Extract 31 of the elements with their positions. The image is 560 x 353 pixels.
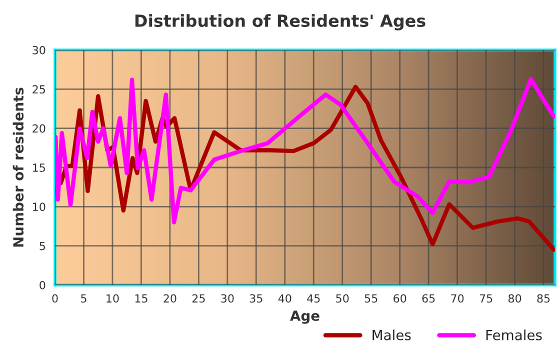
x-tick-label: 0 [52,294,58,303]
x-tick-label: 80 [508,294,522,303]
x-tick-label: 25 [192,294,205,303]
x-tick-label: 65 [422,294,435,303]
x-tick-label: 40 [278,294,292,303]
x-tick-label: 60 [394,294,406,303]
x-tick-label: 75 [480,294,492,303]
x-tick-label: 85 [537,294,550,303]
x-tick-label: 35 [250,294,262,303]
y-tick-label: 5 [40,242,45,250]
y-tick-label: 25 [32,85,45,94]
chart-title: Distribution of Residents' Ages [135,14,426,30]
x-tick-label: 10 [106,294,119,303]
x-tick-label: 20 [164,294,176,303]
x-tick-label: 55 [364,294,378,303]
x-tick-label: 30 [221,294,234,303]
y-tick-label: 10 [33,202,46,212]
y-tick-label: 0 [40,280,46,290]
y-tick-label: 20 [32,124,46,133]
x-tick-label: 45 [307,294,320,303]
x-tick-label: 70 [451,294,464,303]
legend-label: Males [372,330,411,340]
legend-label: Females [486,330,542,340]
x-tick-label: 50 [336,294,349,303]
x-axis-title: Age [290,310,320,324]
y-axis-title: Number of residents [12,88,24,247]
y-tick-label: 15 [33,164,45,172]
y-tick-label: 30 [32,46,46,54]
x-tick-label: 5 [81,294,86,303]
line-series [55,76,555,224]
x-tick-label: 15 [135,294,148,303]
